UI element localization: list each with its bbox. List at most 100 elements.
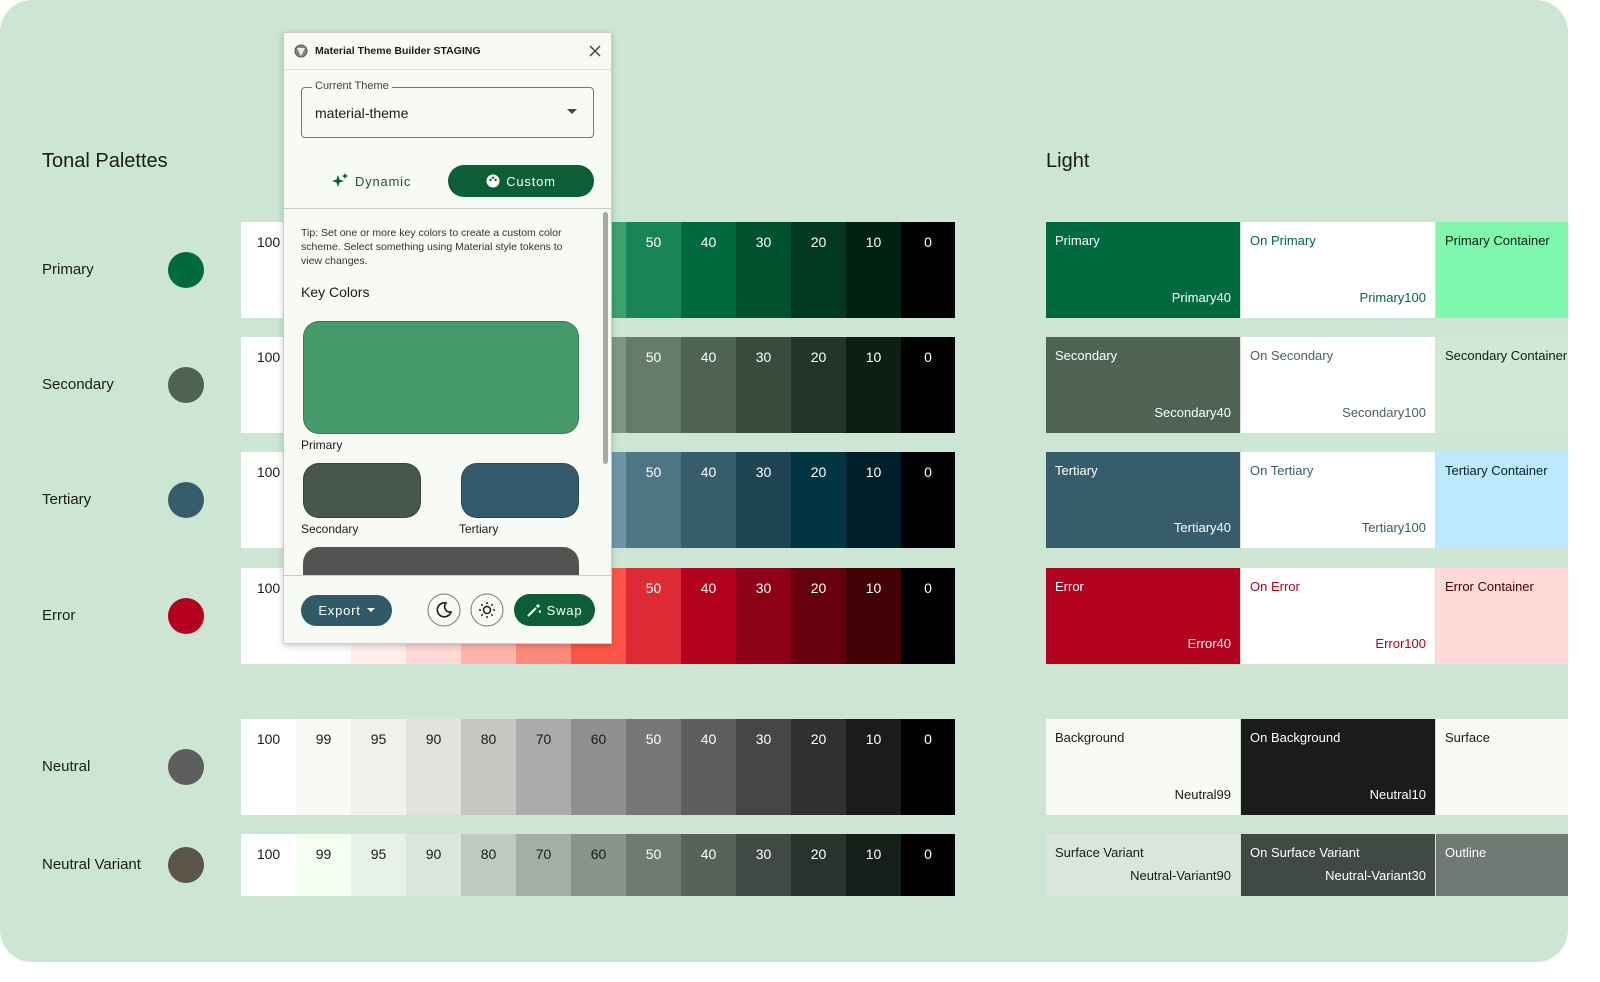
key-color-swatch[interactable] <box>461 463 579 518</box>
tone-swatch[interactable]: 40 <box>681 337 736 433</box>
role-token: Neutral99 <box>1174 787 1231 802</box>
tone-swatch[interactable]: 80 <box>461 719 516 815</box>
tone-swatch[interactable]: 40 <box>681 719 736 815</box>
tone-swatch[interactable]: 30 <box>736 452 791 548</box>
canvas: Tonal Palettes Light Primary100999590807… <box>0 0 1568 962</box>
tone-swatch[interactable]: 70 <box>516 719 571 815</box>
tone-swatch[interactable]: 50 <box>626 834 681 896</box>
scheme-cell[interactable]: Surface <box>1436 719 1568 815</box>
tone-swatch[interactable]: 40 <box>681 834 736 896</box>
dialog-footer: Export Swap <box>284 575 611 644</box>
tone-swatch[interactable]: 20 <box>791 222 846 318</box>
tone-swatch[interactable]: 50 <box>626 568 681 664</box>
tab-label: Dynamic <box>355 173 412 189</box>
tone-swatch[interactable]: 0 <box>901 719 955 815</box>
tone-swatch[interactable]: 50 <box>626 719 681 815</box>
scheme-cell[interactable]: On Surface Variant Neutral-Variant30 <box>1241 834 1435 896</box>
tone-swatch[interactable]: 20 <box>791 337 846 433</box>
key-color-dot <box>168 252 204 288</box>
tone-swatch[interactable]: 0 <box>901 834 955 896</box>
tone-swatch[interactable]: 90 <box>406 719 461 815</box>
scrollbar[interactable] <box>603 212 608 464</box>
neutral-swatch[interactable] <box>303 547 579 576</box>
tone-swatch[interactable]: 80 <box>461 834 516 896</box>
custom-tab[interactable]: Custom <box>448 165 594 197</box>
tone-swatch[interactable]: 30 <box>736 222 791 318</box>
tone-swatch[interactable]: 100 <box>241 834 296 896</box>
role-name: On Background <box>1250 730 1341 745</box>
tone-swatch[interactable]: 99 <box>296 719 351 815</box>
scheme-cell[interactable]: Background Neutral99 <box>1046 719 1240 815</box>
tone-swatch[interactable]: 20 <box>791 568 846 664</box>
tone-swatch[interactable]: 50 <box>626 222 681 318</box>
tone-swatch[interactable]: 10 <box>846 452 901 548</box>
scheme-cell[interactable]: On Secondary Secondary100 <box>1241 337 1435 433</box>
tone-swatch[interactable]: 30 <box>736 834 791 896</box>
role-name: Secondary <box>1055 348 1118 363</box>
tone-swatch[interactable]: 0 <box>901 568 955 664</box>
tone-swatch[interactable]: 95 <box>351 834 406 896</box>
tone-swatch[interactable]: 100 <box>241 719 296 815</box>
tone-swatch[interactable]: 10 <box>846 719 901 815</box>
role-name: On Error <box>1250 579 1300 594</box>
export-button[interactable]: Export <box>301 595 392 626</box>
tone-swatch[interactable]: 10 <box>846 834 901 896</box>
tone-swatch[interactable]: 10 <box>846 568 901 664</box>
tone-swatch[interactable]: 95 <box>351 719 406 815</box>
scheme-cell[interactable]: Surface Variant Neutral-Variant90 <box>1046 834 1240 896</box>
scheme-cell[interactable]: On Primary Primary100 <box>1241 222 1435 318</box>
tone-swatch[interactable]: 40 <box>681 568 736 664</box>
tone-swatch[interactable]: 10 <box>846 222 901 318</box>
tone-swatch[interactable]: 30 <box>736 568 791 664</box>
swap-button[interactable]: Swap <box>514 594 595 626</box>
tone-swatch[interactable]: 0 <box>901 452 955 548</box>
theme-select[interactable]: Current Theme material-theme <box>301 80 594 138</box>
key-color-dot <box>168 482 204 518</box>
scheme-cell[interactable]: On Error Error100 <box>1241 568 1435 664</box>
scheme-cell[interactable]: Error Error40 <box>1046 568 1240 664</box>
dropdown-arrow <box>366 608 375 612</box>
scheme-cell[interactable]: Secondary Container <box>1436 337 1568 433</box>
scheme-cell[interactable]: Error Container <box>1436 568 1568 664</box>
scheme-cell[interactable]: On Background Neutral10 <box>1241 719 1435 815</box>
key-color-swatch[interactable] <box>303 463 421 518</box>
close-button[interactable] <box>588 44 602 58</box>
tone-swatch[interactable]: 30 <box>736 719 791 815</box>
scheme-cell[interactable]: Outline <box>1436 834 1568 896</box>
role-name: Error <box>1055 579 1084 594</box>
scheme-cell[interactable]: Secondary Secondary40 <box>1046 337 1240 433</box>
tone-swatch[interactable]: 20 <box>791 452 846 548</box>
section-title: Key Colors <box>301 284 370 300</box>
scheme-cell[interactable]: Primary Container <box>1436 222 1568 318</box>
tone-swatch[interactable]: 40 <box>681 222 736 318</box>
tone-swatch[interactable]: 70 <box>516 834 571 896</box>
dropdown-arrow <box>567 109 577 114</box>
tone-swatch[interactable]: 10 <box>846 337 901 433</box>
tone-swatch[interactable]: 50 <box>626 337 681 433</box>
tab-label: Custom <box>506 173 556 189</box>
tone-swatch[interactable]: 20 <box>791 719 846 815</box>
scheme-title: Light <box>1046 150 1090 172</box>
dark-mode-button[interactable] <box>427 593 461 627</box>
tone-swatch[interactable]: 0 <box>901 337 955 433</box>
scheme-cell[interactable]: On Tertiary Tertiary100 <box>1241 452 1435 548</box>
tone-swatch[interactable]: 99 <box>296 834 351 896</box>
key-color-swatch[interactable] <box>303 321 579 434</box>
role-token: Primary40 <box>1171 290 1231 305</box>
scheme-cell[interactable]: Primary Primary40 <box>1046 222 1240 318</box>
tone-swatch[interactable]: 40 <box>681 452 736 548</box>
scheme-cell[interactable]: Tertiary Tertiary40 <box>1046 452 1240 548</box>
dynamic-tab[interactable]: Dynamic <box>332 165 432 197</box>
tone-swatch[interactable]: 0 <box>901 222 955 318</box>
tone-swatch[interactable]: 60 <box>571 834 626 896</box>
tone-swatch[interactable]: 50 <box>626 452 681 548</box>
scheme-cell[interactable]: Tertiary Container <box>1436 452 1568 548</box>
tone-swatch[interactable]: 20 <box>791 834 846 896</box>
tone-swatch[interactable]: 90 <box>406 834 461 896</box>
tone-swatch[interactable]: 30 <box>736 337 791 433</box>
role-token: Error100 <box>1375 636 1426 651</box>
dialog-title: Material Theme Builder STAGING <box>315 45 481 57</box>
light-mode-button[interactable] <box>470 593 504 627</box>
tone-swatch[interactable]: 60 <box>571 719 626 815</box>
role-name: Outline <box>1445 845 1487 860</box>
